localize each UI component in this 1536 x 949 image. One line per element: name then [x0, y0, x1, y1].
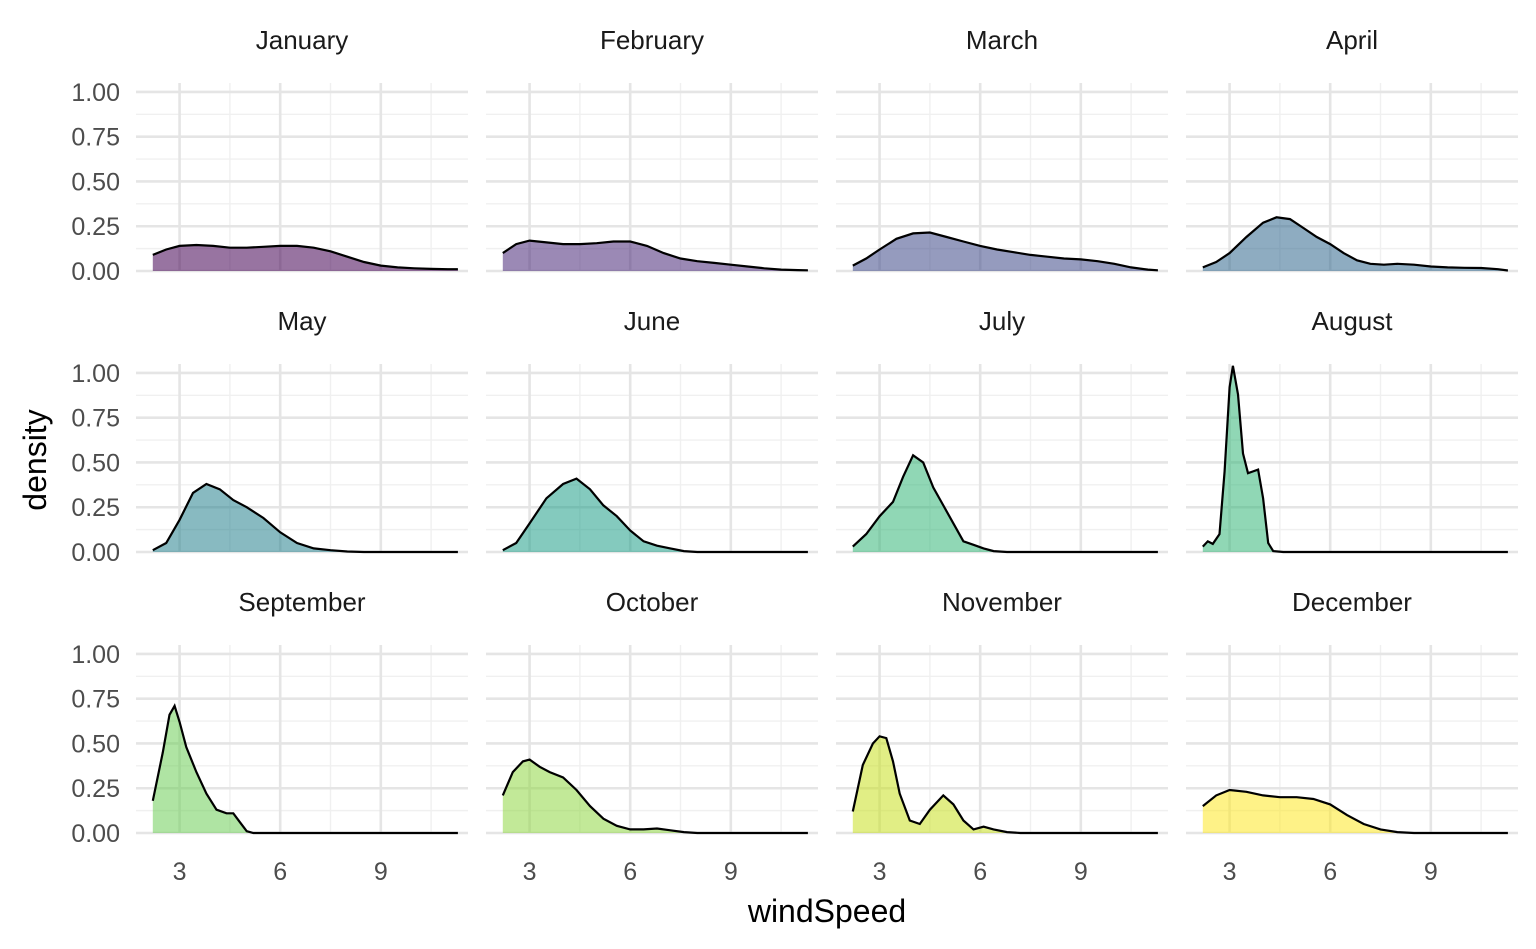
panel-january: January [136, 25, 468, 273]
density-area [502, 240, 808, 271]
panel-title: November [942, 587, 1062, 617]
x-tick-label: 9 [724, 858, 738, 886]
density-area [152, 705, 458, 833]
panel-title: April [1326, 25, 1378, 55]
y-tick-label: 1.00 [71, 79, 120, 107]
density-line [1201, 365, 1508, 554]
density-area [1202, 790, 1508, 833]
panel-title: October [606, 587, 699, 617]
x-tick-label: 3 [1223, 858, 1237, 886]
density-line [1202, 216, 1509, 272]
density-line [151, 703, 458, 835]
density-area [152, 484, 458, 552]
y-tick-label: 0.00 [71, 539, 120, 567]
density-line [152, 482, 458, 554]
panel-title: February [600, 25, 704, 55]
panel-title: December [1292, 587, 1412, 617]
density-line [502, 239, 808, 272]
y-tick-label: 0.25 [71, 213, 120, 241]
y-tick-label: 0.75 [71, 124, 120, 152]
x-tick-label: 6 [1323, 858, 1337, 886]
x-tick-label: 3 [173, 858, 187, 886]
panel-title: June [624, 306, 680, 336]
y-tick-label: 0.50 [71, 168, 120, 196]
y-tick-label: 1.00 [71, 641, 120, 669]
density-area [852, 455, 1158, 552]
x-tick-label: 9 [1424, 858, 1438, 886]
panel-december: December [1186, 587, 1518, 835]
panel-october: October [486, 587, 818, 835]
panel-title: March [966, 25, 1038, 55]
y-tick-label: 0.00 [71, 820, 120, 848]
density-area [502, 478, 808, 552]
density-area [152, 245, 458, 271]
density-area [852, 736, 1158, 833]
panel-may: May [136, 306, 468, 554]
density-area [1202, 217, 1508, 271]
y-tick-label: 0.25 [71, 494, 120, 522]
y-tick-label: 0.25 [71, 775, 120, 803]
density-line [501, 758, 808, 835]
panel-september: September [136, 587, 468, 835]
x-axis-ticks: 3 6 9 3 6 9 3 6 9 3 6 9 [173, 858, 1438, 886]
density-line [1202, 788, 1508, 835]
y-axis-title: density [17, 409, 53, 510]
panel-june: June [486, 306, 818, 554]
density-line [852, 231, 1158, 272]
panel-november: November [836, 587, 1168, 835]
x-tick-label: 3 [523, 858, 537, 886]
panel-title: January [256, 25, 349, 55]
y-tick-label: 0.75 [71, 686, 120, 714]
panel-april: April [1186, 25, 1518, 273]
panel-july: July [836, 306, 1168, 554]
panel-title: May [277, 306, 326, 336]
x-tick-label: 6 [973, 858, 987, 886]
density-line [851, 735, 1158, 835]
y-tick-label: 0.75 [71, 405, 120, 433]
density-line [502, 477, 808, 554]
y-tick-label: 0.00 [71, 258, 120, 286]
y-tick-label: 1.00 [71, 360, 120, 388]
panel-february: February [486, 25, 818, 273]
x-tick-label: 6 [623, 858, 637, 886]
panel-title: September [238, 587, 366, 617]
y-tick-label: 0.50 [71, 730, 120, 758]
x-tick-label: 9 [374, 858, 388, 886]
density-line [152, 243, 458, 271]
panel-march: March [836, 25, 1168, 273]
y-axis-ticks: 0.00 0.25 0.50 0.75 1.00 0.00 0.25 0.50 0.75 1.00… [71, 79, 120, 848]
x-tick-label: 3 [873, 858, 887, 886]
panel-title: July [979, 306, 1025, 336]
panel-august: August [1186, 306, 1518, 554]
x-tick-label: 9 [1074, 858, 1088, 886]
x-tick-label: 6 [273, 858, 287, 886]
panel-title: August [1312, 306, 1394, 336]
density-area [1202, 365, 1508, 552]
panels: January February March April May June July Augu… [136, 25, 1518, 835]
density-line [852, 453, 1158, 554]
y-tick-label: 0.50 [71, 449, 120, 477]
density-area [502, 759, 808, 833]
x-axis-title: windSpeed [747, 893, 906, 929]
